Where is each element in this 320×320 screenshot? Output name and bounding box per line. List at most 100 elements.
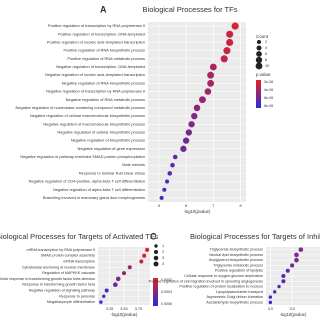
x-axis-label: -log10(pvalue) (280, 312, 307, 317)
dot (102, 294, 106, 298)
dot (191, 112, 198, 120)
x-tick-label: 3.0 (268, 307, 273, 311)
y-tick-label: Triglyceride biosynthetic process (210, 248, 264, 252)
legend-dot (153, 249, 159, 255)
dot (115, 276, 121, 282)
dot (185, 129, 192, 136)
y-tick-label: Neutral lipid biosynthetic process (209, 253, 263, 257)
plot-panel (148, 22, 246, 202)
dot (127, 265, 132, 270)
y-tick-label: Positive regulation of RNA metabolic pro… (67, 56, 145, 61)
dot (226, 38, 234, 47)
y-tick-label: Negative regulation of pathway-restricte… (20, 154, 145, 159)
dot (281, 273, 286, 279)
y-tick-label: Negative regulation of CD4-positive, alp… (29, 179, 145, 184)
dot (121, 271, 127, 276)
legend-label: 0.0006 (161, 302, 172, 306)
legend-dot (255, 62, 263, 70)
dot (277, 284, 281, 289)
legend-dot (256, 51, 262, 57)
legend-label: 6e-06 (264, 96, 273, 100)
legend-label: 1 (162, 244, 164, 248)
dot (167, 171, 173, 176)
y-tick-label: Negative regulation of gene expression (78, 146, 145, 151)
dot (188, 121, 195, 128)
y-tick-label: Response to transforming growth factor b… (22, 283, 96, 287)
dot (294, 257, 299, 263)
dot (281, 279, 286, 284)
dot (226, 30, 234, 38)
y-tick-label: Branching involved in mammary gland duct… (43, 195, 145, 200)
dot (199, 96, 206, 104)
color-bar (153, 278, 158, 306)
dot (162, 187, 167, 192)
y-tick-label: Positive regulation of nucleic acid-temp… (47, 39, 145, 44)
legend-title: Count (256, 34, 269, 39)
dot (273, 290, 277, 294)
y-tick-label: Negative regulation of macromolecule bio… (43, 121, 145, 126)
dot (159, 195, 164, 200)
legend-label: 8 (265, 58, 267, 62)
x-tick-label: 3.25 (106, 307, 113, 311)
chart-title: Biological Processes for Targets of Inhi… (190, 232, 320, 241)
dot (145, 247, 150, 252)
dot (204, 88, 212, 95)
y-tick-label: Positive regulation of RNA biosynthetic … (63, 48, 145, 53)
y-tick-label: Cytoskeletal anchoring at nuclear membra… (22, 265, 95, 269)
dot (207, 79, 215, 87)
chart-title: Biological Processes for TFs (143, 5, 238, 14)
y-tick-label: Positive regulation of cell migration in… (149, 279, 264, 283)
legend-label: 4 (162, 262, 164, 266)
y-tick-label: Response to laminar fluid shear stress (79, 170, 145, 175)
y-tick-label: Cellular response to oxygen-glucose depr… (184, 274, 263, 278)
dot (223, 47, 231, 55)
x-tick-label: 3.5 (289, 307, 294, 311)
dot (268, 295, 273, 299)
y-tick-label: Positive regulation of lipolysis (215, 269, 263, 273)
y-tick-label: Negative regulation of alpha-beta T cell… (53, 187, 145, 192)
x-tick-label: 7 (212, 204, 214, 208)
dot (294, 252, 299, 258)
dot (180, 145, 187, 152)
y-tick-label: Negative regulation of RNA metabolic pro… (66, 97, 145, 102)
dot (139, 259, 144, 264)
legend-label: 3 (162, 256, 164, 260)
legend-dot (153, 261, 159, 267)
color-bar (256, 80, 261, 108)
dot (172, 154, 178, 160)
legend-label: 2 (162, 250, 164, 254)
panel-letter: A (100, 4, 107, 14)
x-tick-label: 8 (239, 204, 241, 208)
legend-label: 0.0002 (161, 278, 172, 282)
legend-label: 2 (265, 40, 267, 44)
y-tick-label: Lipopolysaccharide transport (216, 290, 263, 294)
y-tick-label: mRNA transcription by RNA polymerase II (27, 248, 95, 252)
dot (113, 282, 118, 287)
legend-label: 4 (265, 46, 267, 50)
dot (193, 104, 201, 112)
y-tick-label: Negative regulation of cellular biosynth… (57, 129, 145, 134)
y-tick-label: Negative regulation of transcription, DN… (56, 64, 145, 69)
y-tick-label: Regulation of MAPKKK cascade (42, 271, 95, 275)
y-tick-label: Negative regulation of nucleobase-contai… (15, 105, 145, 110)
y-tick-label: Positive regulation of transcription, DN… (58, 31, 145, 36)
dot (209, 63, 217, 71)
y-tick-label: mRNA transcription (63, 259, 95, 263)
legend-dot (153, 255, 159, 261)
dot (207, 71, 215, 79)
legend-label: 4e-06 (264, 88, 273, 92)
y-tick-label: Male meiosis (122, 162, 145, 167)
dot (290, 263, 295, 268)
y-tick-label: Negative regulation of biosynthetic proc… (71, 138, 145, 143)
x-tick-label: 3.75 (135, 307, 142, 311)
y-tick-label: Positive regulation of protein localizat… (179, 285, 263, 289)
y-tick-label: Cellular response to transforming growth… (0, 277, 95, 281)
dot (298, 247, 304, 252)
y-tick-label: Negative regulation of signaling pathway (29, 288, 95, 292)
legend-label: 2e-06 (264, 80, 273, 84)
panel-letter: C (150, 231, 157, 241)
legend-dot (256, 39, 262, 45)
y-tick-label: Negative regulation of cellular macromol… (30, 113, 145, 118)
y-tick-label: Triglyceride metabolic process (213, 263, 263, 267)
